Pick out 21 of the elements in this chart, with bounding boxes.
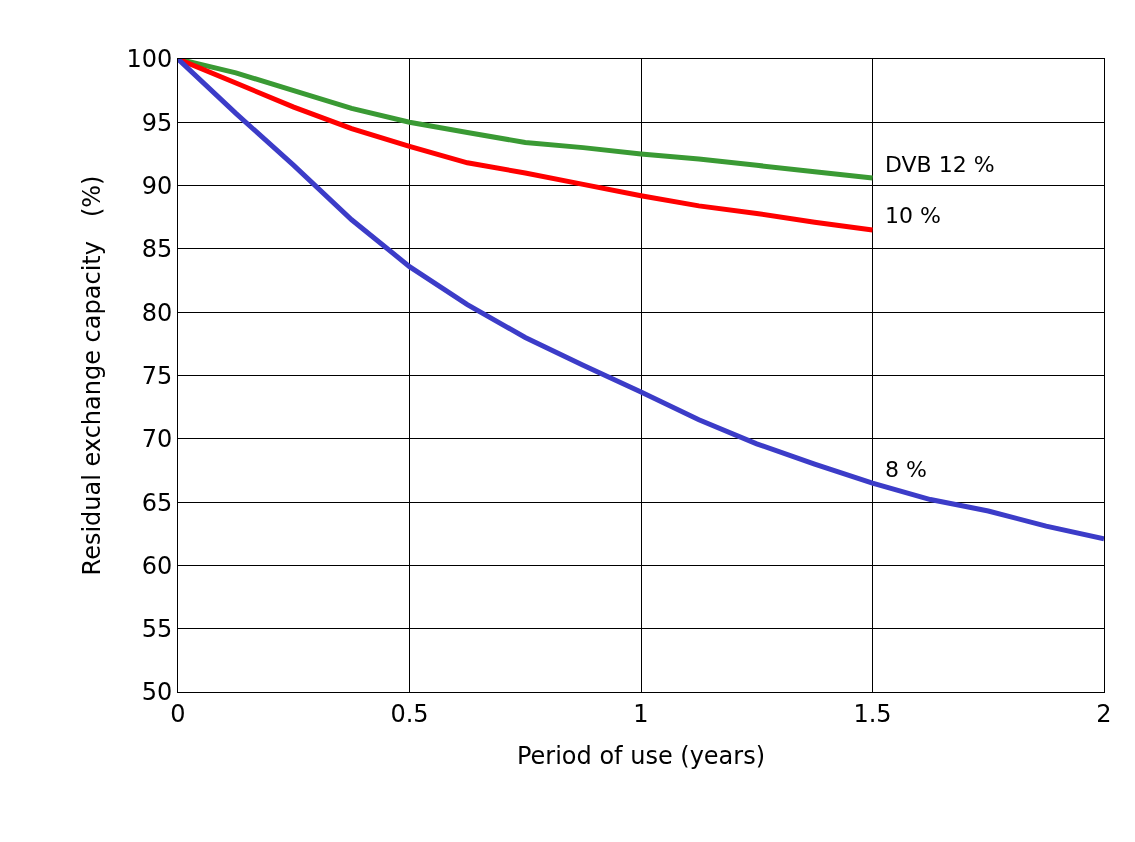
y-tick-label: 100 bbox=[126, 45, 173, 74]
y-axis-title: Residual exchange capacity (%) bbox=[78, 175, 107, 576]
series-label: 10 % bbox=[885, 203, 941, 228]
series-label: 8 % bbox=[885, 457, 927, 482]
x-axis-title: Period of use (years) bbox=[516, 742, 766, 771]
y-tick-label: 85 bbox=[141, 235, 173, 264]
y-tick-label: 95 bbox=[141, 108, 173, 137]
y-tick-label: 90 bbox=[141, 172, 173, 200]
x-tick-label: 2 bbox=[1096, 699, 1112, 728]
x-tick-label: 0 bbox=[170, 699, 186, 728]
y-tick-label: 65 bbox=[141, 488, 173, 517]
y-tick-label: 55 bbox=[141, 615, 173, 644]
y-tick-label: 50 bbox=[141, 678, 173, 707]
x-tick-label: 0.5 bbox=[390, 699, 429, 728]
y-tick-label: 60 bbox=[141, 551, 173, 580]
y-tick-label: 80 bbox=[141, 298, 173, 327]
y-tick-label: 75 bbox=[141, 361, 173, 390]
series-label: DVB 12 % bbox=[885, 152, 995, 177]
x-tick-label: 1.5 bbox=[853, 699, 892, 728]
y-tick-label: 70 bbox=[141, 425, 173, 454]
x-tick-label: 1 bbox=[633, 699, 649, 728]
